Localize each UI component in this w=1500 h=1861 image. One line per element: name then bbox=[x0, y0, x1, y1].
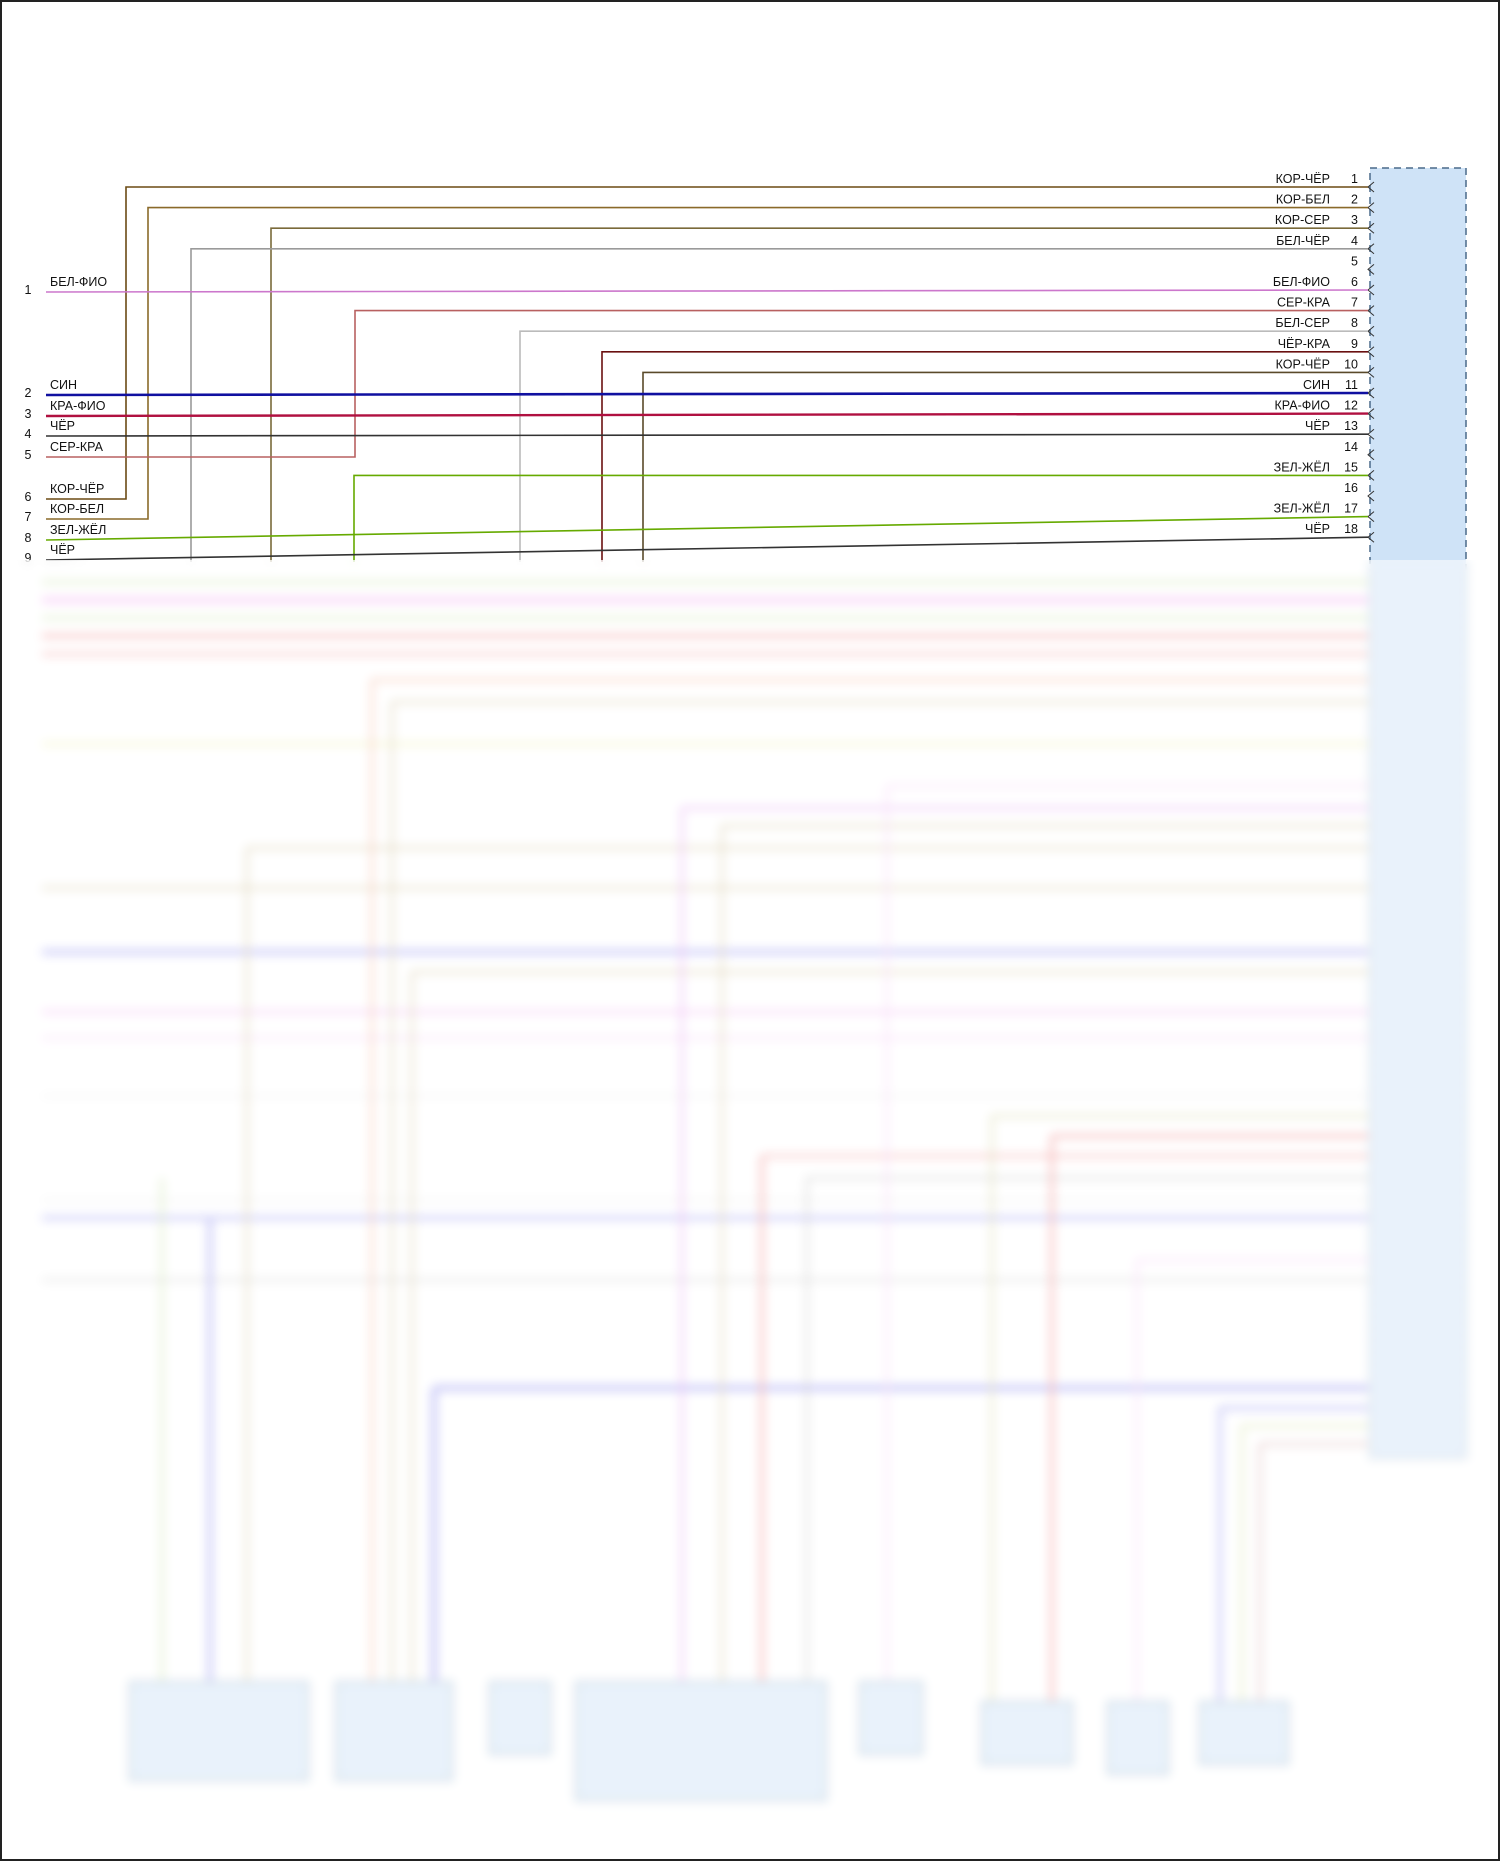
left-terminal-color-label: СЕР-КРА bbox=[50, 440, 104, 454]
left-terminal-number: 7 bbox=[25, 510, 32, 524]
pin-number: 9 bbox=[1351, 337, 1358, 351]
left-terminal-number: 2 bbox=[25, 386, 32, 400]
pin-wire-color-label: ЗЕЛ-ЖЁЛ bbox=[1274, 460, 1330, 474]
pin-wire-color-label: ЗЕЛ-ЖЁЛ bbox=[1274, 502, 1330, 516]
pin-number: 8 bbox=[1351, 316, 1358, 330]
left-terminal-color-label: КОР-ЧЁР bbox=[50, 482, 104, 496]
pin-wire-color-label: КОР-СЕР bbox=[1275, 213, 1330, 227]
left-terminal-color-label: КРА-ФИО bbox=[50, 399, 106, 413]
pin-number: 7 bbox=[1351, 296, 1358, 310]
wire-pin-12 bbox=[45, 412, 1369, 418]
pin-wire-color-label: ЧЁР bbox=[1305, 419, 1330, 433]
pin-number: 10 bbox=[1344, 357, 1358, 371]
wire-pin-17 bbox=[45, 515, 1369, 541]
wire-pin-7 bbox=[46, 309, 1368, 458]
wire-pin-3 bbox=[270, 227, 1368, 562]
pin-wire-color-label: БЕЛ-ФИО bbox=[1273, 275, 1330, 289]
left-terminal-number: 1 bbox=[25, 283, 32, 297]
pin-wire-color-label: БЕЛ-ЧЁР bbox=[1276, 234, 1330, 248]
pin-number: 18 bbox=[1344, 522, 1358, 536]
pin-number: 13 bbox=[1344, 419, 1358, 433]
wire-pin-2 bbox=[46, 206, 1368, 520]
pin-number: 1 bbox=[1351, 172, 1358, 186]
pin-tick-5 bbox=[1367, 264, 1375, 275]
pin-number: 3 bbox=[1351, 213, 1358, 227]
wire-pin-18 bbox=[45, 536, 1369, 561]
pin-tick-14 bbox=[1367, 449, 1375, 461]
wire-pin-4 bbox=[190, 248, 1368, 562]
pin-number: 2 bbox=[1351, 193, 1358, 207]
wire-pin-9 bbox=[601, 351, 1368, 562]
wire-pin-11 bbox=[45, 391, 1369, 397]
left-terminal-number: 4 bbox=[25, 427, 32, 441]
wire-pin-8 bbox=[519, 330, 1368, 562]
left-terminal-color-label: ЗЕЛ-ЖЁЛ bbox=[50, 523, 106, 537]
left-terminal-color-label: БЕЛ-ФИО bbox=[50, 275, 107, 289]
wire-pin-1 bbox=[46, 186, 1368, 500]
wire-pin-15 bbox=[353, 474, 1368, 562]
pin-wire-color-label: БЕЛ-СЕР bbox=[1275, 316, 1330, 330]
left-terminal-color-label: КОР-БЕЛ bbox=[50, 502, 104, 516]
pin-number: 12 bbox=[1344, 399, 1358, 413]
pin-wire-color-label: СИН bbox=[1303, 378, 1330, 392]
blurred-region-overlay bbox=[4, 560, 1498, 1859]
left-terminal-number: 3 bbox=[25, 407, 32, 421]
pin-wire-color-label: ЧЁР-КРА bbox=[1278, 337, 1331, 351]
wire-pin-6 bbox=[45, 289, 1369, 293]
pin-number: 17 bbox=[1344, 502, 1358, 516]
left-terminal-color-label: СИН bbox=[50, 378, 77, 392]
pin-number: 15 bbox=[1344, 460, 1358, 474]
pin-number: 11 bbox=[1345, 378, 1358, 392]
pin-wire-color-label: КОР-БЕЛ bbox=[1276, 193, 1330, 207]
pin-wire-color-label: КОР-ЧЁР bbox=[1276, 357, 1330, 371]
pin-number: 6 bbox=[1351, 275, 1358, 289]
left-terminal-number: 6 bbox=[25, 490, 32, 504]
left-terminal-color-label: ЧЁР bbox=[50, 543, 75, 557]
pin-wire-color-label: КРА-ФИО bbox=[1275, 399, 1331, 413]
wires bbox=[45, 186, 1369, 562]
wire-pin-13 bbox=[45, 433, 1369, 437]
left-terminal-labels: 1 БЕЛ-ФИО 2 СИН 3 КРА-ФИО 4 ЧЁР 5 СЕР-КРА 6 КОР-ЧЁР… bbox=[25, 275, 108, 565]
wire-pin-10 bbox=[642, 371, 1368, 562]
left-terminal-color-label: ЧЁР bbox=[50, 419, 75, 433]
connector-pin-labels: 1 КОР-ЧЁР 2 КОР-БЕЛ 3 КОР-СЕР 4 БЕЛ-ЧЁР 5 6 БЕЛ-ФИ… bbox=[1273, 172, 1358, 536]
left-terminal-number: 9 bbox=[25, 551, 32, 565]
pin-tick-16 bbox=[1367, 490, 1375, 502]
pin-wire-color-label: СЕР-КРА bbox=[1277, 296, 1331, 310]
left-terminal-number: 8 bbox=[25, 531, 32, 545]
pin-number: 5 bbox=[1351, 254, 1358, 268]
pin-wire-color-label: КОР-ЧЁР bbox=[1276, 172, 1330, 186]
left-terminal-number: 5 bbox=[25, 448, 32, 462]
pin-number: 16 bbox=[1344, 481, 1358, 495]
pin-wire-color-label: ЧЁР bbox=[1305, 522, 1330, 536]
pin-number: 14 bbox=[1344, 440, 1358, 454]
pin-number: 4 bbox=[1351, 234, 1358, 248]
